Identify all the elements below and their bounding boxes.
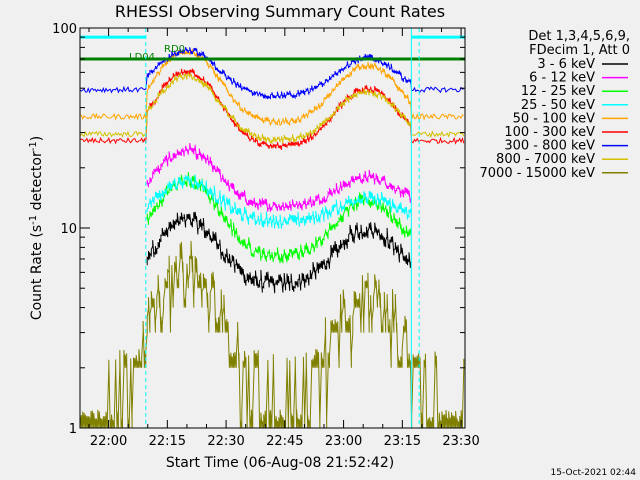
x-tick-label: 23:30 [442, 434, 479, 449]
legend-label-2: 6 - 12 keV [529, 71, 595, 86]
timestamp: 15-Oct-2021 02:44 [551, 468, 637, 478]
series-line-8 [79, 72, 465, 145]
legend-label-6: 100 - 300 keV [504, 125, 595, 140]
legend-label-3: 12 - 25 keV [521, 84, 595, 99]
legend-header-line-1: Det 1,3,4,5,6,9, [528, 29, 630, 44]
y-tick-label: 1 [69, 422, 77, 437]
x-axis-label: Start Time (06-Aug-08 21:52:42) [166, 455, 394, 471]
legend-label-1: 3 - 6 keV [537, 57, 595, 72]
legend-label-4: 25 - 50 keV [521, 98, 595, 113]
series-line-9 [79, 240, 465, 429]
x-tick-label: 22:45 [266, 434, 303, 449]
legend-label-5: 50 - 100 keV [513, 111, 596, 126]
series-line-5 [79, 48, 464, 127]
annotation-rd0: RD0 [164, 44, 185, 55]
y-tick-label: 100 [52, 22, 77, 37]
legend-label-9: 7000 - 15000 keV [480, 166, 596, 181]
x-tick-label: 22:15 [149, 434, 186, 449]
y-axis-label: Count Rate (s-1 detector-1) [28, 136, 45, 320]
axes: 22:00 22:15 22:30 22:45 23:00 23:15 23:30 1 10 10… [52, 22, 480, 449]
x-tick-label: 23:00 [325, 434, 362, 449]
x-tick-label: 23:15 [384, 434, 421, 449]
series-line-2 [146, 143, 411, 212]
x-tick-label: 22:30 [207, 434, 244, 449]
series-line-7 [79, 47, 464, 100]
legend-header-line-2: FDecim 1, Att 0 [529, 43, 630, 58]
series-line-4 [146, 174, 411, 229]
legend-label-8: 800 - 7000 keV [496, 152, 595, 167]
annotation-ld04: LD04 [129, 52, 155, 63]
series-line-1 [146, 211, 411, 294]
chart-title: RHESSI Observing Summary Count Rates [115, 2, 445, 21]
legend-label-7: 300 - 800 keV [504, 139, 595, 154]
y-tick-label: 10 [60, 222, 77, 237]
plot-area [80, 28, 465, 428]
x-tick-label: 22:00 [90, 434, 127, 449]
